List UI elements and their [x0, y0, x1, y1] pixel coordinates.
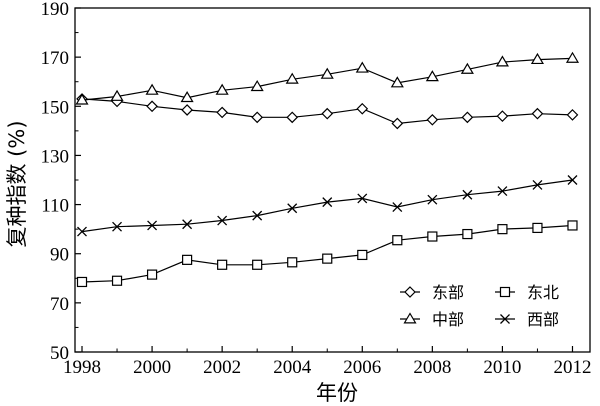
- y-tick-label: 190: [41, 0, 70, 20]
- data-point: [461, 111, 474, 124]
- data-point: [392, 235, 403, 246]
- y-tick-label: 130: [41, 146, 70, 167]
- data-point: [531, 107, 544, 120]
- data-point: [566, 109, 579, 121]
- data-point: [76, 276, 88, 288]
- data-point: [182, 219, 193, 230]
- data-point: [392, 202, 403, 212]
- data-point: [460, 62, 474, 74]
- y-tick-label: 70: [50, 294, 69, 315]
- data-point: [356, 102, 369, 115]
- y-axis-title: 复种指数 (%): [5, 120, 29, 247]
- data-point: [532, 222, 543, 234]
- legend-label: 西部: [527, 310, 559, 329]
- series-square: [76, 220, 578, 288]
- data-point: [250, 79, 264, 92]
- series-diamond: [76, 93, 579, 130]
- data-point: [355, 61, 369, 73]
- data-point: [390, 76, 404, 88]
- data-point: [252, 210, 263, 221]
- y-tick-label: 150: [41, 97, 70, 118]
- data-point: [567, 175, 578, 185]
- plot-area: [74, 7, 591, 353]
- data-point: [110, 89, 124, 101]
- data-point: [425, 70, 439, 82]
- data-point: [567, 220, 578, 231]
- x-tick-label: 2002: [203, 357, 241, 378]
- data-point: [146, 269, 158, 280]
- data-point: [217, 215, 228, 226]
- legend-marker: [500, 314, 510, 324]
- data-point: [427, 231, 438, 242]
- data-point: [77, 226, 87, 237]
- data-point: [565, 51, 580, 63]
- data-point: [182, 254, 193, 265]
- y-tick-label: 170: [41, 48, 70, 69]
- legend-label: 东部: [432, 283, 464, 302]
- data-point: [147, 220, 158, 231]
- data-point: [322, 253, 333, 264]
- data-point: [112, 221, 123, 232]
- data-point: [75, 93, 89, 105]
- data-point: [322, 197, 333, 208]
- legend-item: 中部: [400, 310, 464, 329]
- data-point: [287, 257, 298, 268]
- data-point: [286, 111, 299, 124]
- y-tick-label: 90: [50, 245, 69, 266]
- y-tick-label: 50: [50, 343, 69, 364]
- data-point: [495, 55, 509, 67]
- data-point: [111, 275, 123, 286]
- x-tick-label: 2012: [553, 357, 591, 378]
- data-point: [215, 83, 229, 95]
- y-tick-label: 110: [41, 196, 69, 217]
- y-axis: 50 70 90 110 130 150 170 190: [41, 0, 81, 364]
- series-triangle: [75, 51, 580, 105]
- data-point: [462, 228, 473, 240]
- data-point: [427, 194, 438, 205]
- series-x: [77, 175, 578, 237]
- data-point: [530, 52, 544, 65]
- data-point: [181, 104, 193, 116]
- x-axis-title: 年份: [316, 381, 358, 405]
- data-point: [497, 186, 508, 197]
- data-point: [357, 249, 368, 261]
- legend-marker: [499, 286, 511, 298]
- data-point: [532, 179, 543, 190]
- x-tick-label: 1998: [63, 357, 101, 378]
- data-point: [217, 259, 228, 270]
- legend-item: 东北: [495, 283, 559, 302]
- legend-marker: [403, 312, 417, 324]
- plot-frame: [74, 7, 591, 353]
- data-point: [180, 91, 194, 103]
- x-tick-label: 2010: [483, 357, 521, 378]
- data-point: [252, 259, 263, 270]
- legend-item: 西部: [495, 310, 559, 329]
- legend-label: 东北: [527, 283, 559, 302]
- data-point: [496, 110, 509, 122]
- data-point: [320, 67, 334, 79]
- x-tick-label: 2004: [273, 357, 312, 378]
- x-tick-label: 2008: [413, 357, 451, 378]
- data-point: [285, 72, 299, 84]
- data-point: [216, 106, 228, 119]
- data-point: [146, 100, 158, 113]
- data-point: [462, 189, 473, 200]
- x-tick-label: 2000: [133, 357, 171, 378]
- legend-marker: [404, 286, 416, 298]
- data-point: [497, 224, 508, 235]
- x-axis: 1998 2000 2002 2004 2006 2008 2010 2012: [63, 346, 591, 378]
- series-layer: [75, 51, 580, 288]
- legend-item: 东部: [400, 283, 464, 302]
- data-point: [357, 193, 368, 204]
- data-point: [251, 111, 264, 124]
- data-point: [426, 113, 439, 126]
- data-point: [321, 107, 334, 120]
- x-tick-label: 2006: [343, 357, 381, 378]
- data-point: [391, 117, 404, 130]
- data-point: [287, 203, 298, 214]
- data-point: [145, 83, 159, 95]
- legend-label: 中部: [432, 310, 464, 329]
